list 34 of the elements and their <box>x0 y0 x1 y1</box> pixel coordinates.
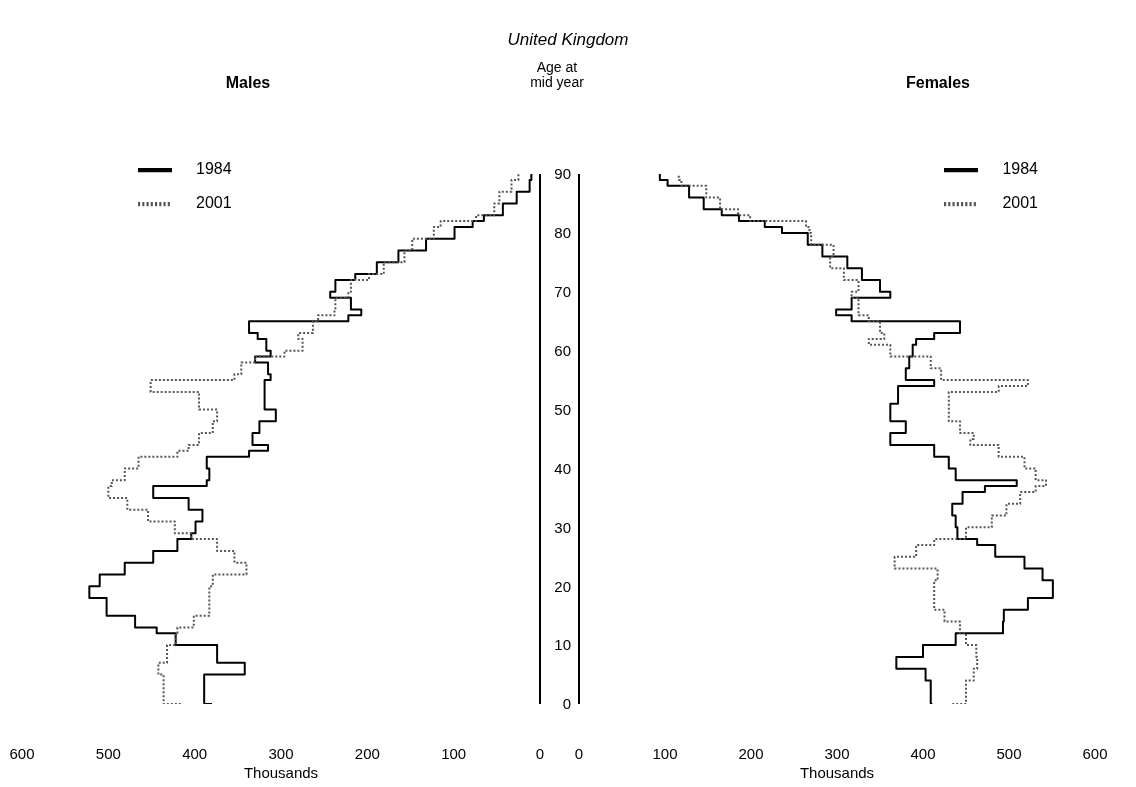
y-tick-label: 20 <box>554 577 571 595</box>
y-tick-label: 80 <box>554 224 571 242</box>
chart-subtitle: Males <box>224 74 272 92</box>
x-tick-label: 400 <box>910 744 936 762</box>
x-tick-label: 300 <box>268 744 294 762</box>
legend-label: 2001 <box>196 194 232 212</box>
x-tick-label: 500 <box>996 744 1022 762</box>
x-axis-title: Thousands <box>243 764 319 781</box>
y-tick-label: 90 <box>554 165 571 183</box>
x-tick-label: 0 <box>574 744 584 762</box>
y-tick-label: 40 <box>554 459 571 477</box>
x-tick-label: 0 <box>535 744 545 762</box>
x-tick-label: 400 <box>182 744 208 762</box>
x-tick-label: 100 <box>441 744 467 762</box>
legend-label: 2001 <box>1002 194 1038 212</box>
y-tick-label: 60 <box>554 341 571 359</box>
chart-subtitle: Females <box>904 74 971 92</box>
y-tick-label: 70 <box>554 283 571 301</box>
y-axis-title: Age at mid year <box>529 59 585 90</box>
legend-label: 1984 <box>196 160 232 178</box>
y-tick-label: 10 <box>554 636 571 654</box>
x-tick-label: 600 <box>9 744 35 762</box>
x-tick-label: 600 <box>1082 744 1108 762</box>
y-tick-label: 0 <box>562 695 571 713</box>
x-tick-label: 500 <box>95 744 121 762</box>
y-tick-label: 50 <box>554 400 571 418</box>
y-tick-label: 30 <box>554 518 571 536</box>
x-tick-label: 200 <box>738 744 764 762</box>
x-tick-label: 300 <box>824 744 850 762</box>
x-axis-title: Thousands <box>799 764 875 781</box>
x-tick-label: 200 <box>354 744 380 762</box>
chart-title: United Kingdom <box>506 30 630 50</box>
legend-label: 1984 <box>1002 160 1038 178</box>
x-tick-label: 100 <box>652 744 678 762</box>
